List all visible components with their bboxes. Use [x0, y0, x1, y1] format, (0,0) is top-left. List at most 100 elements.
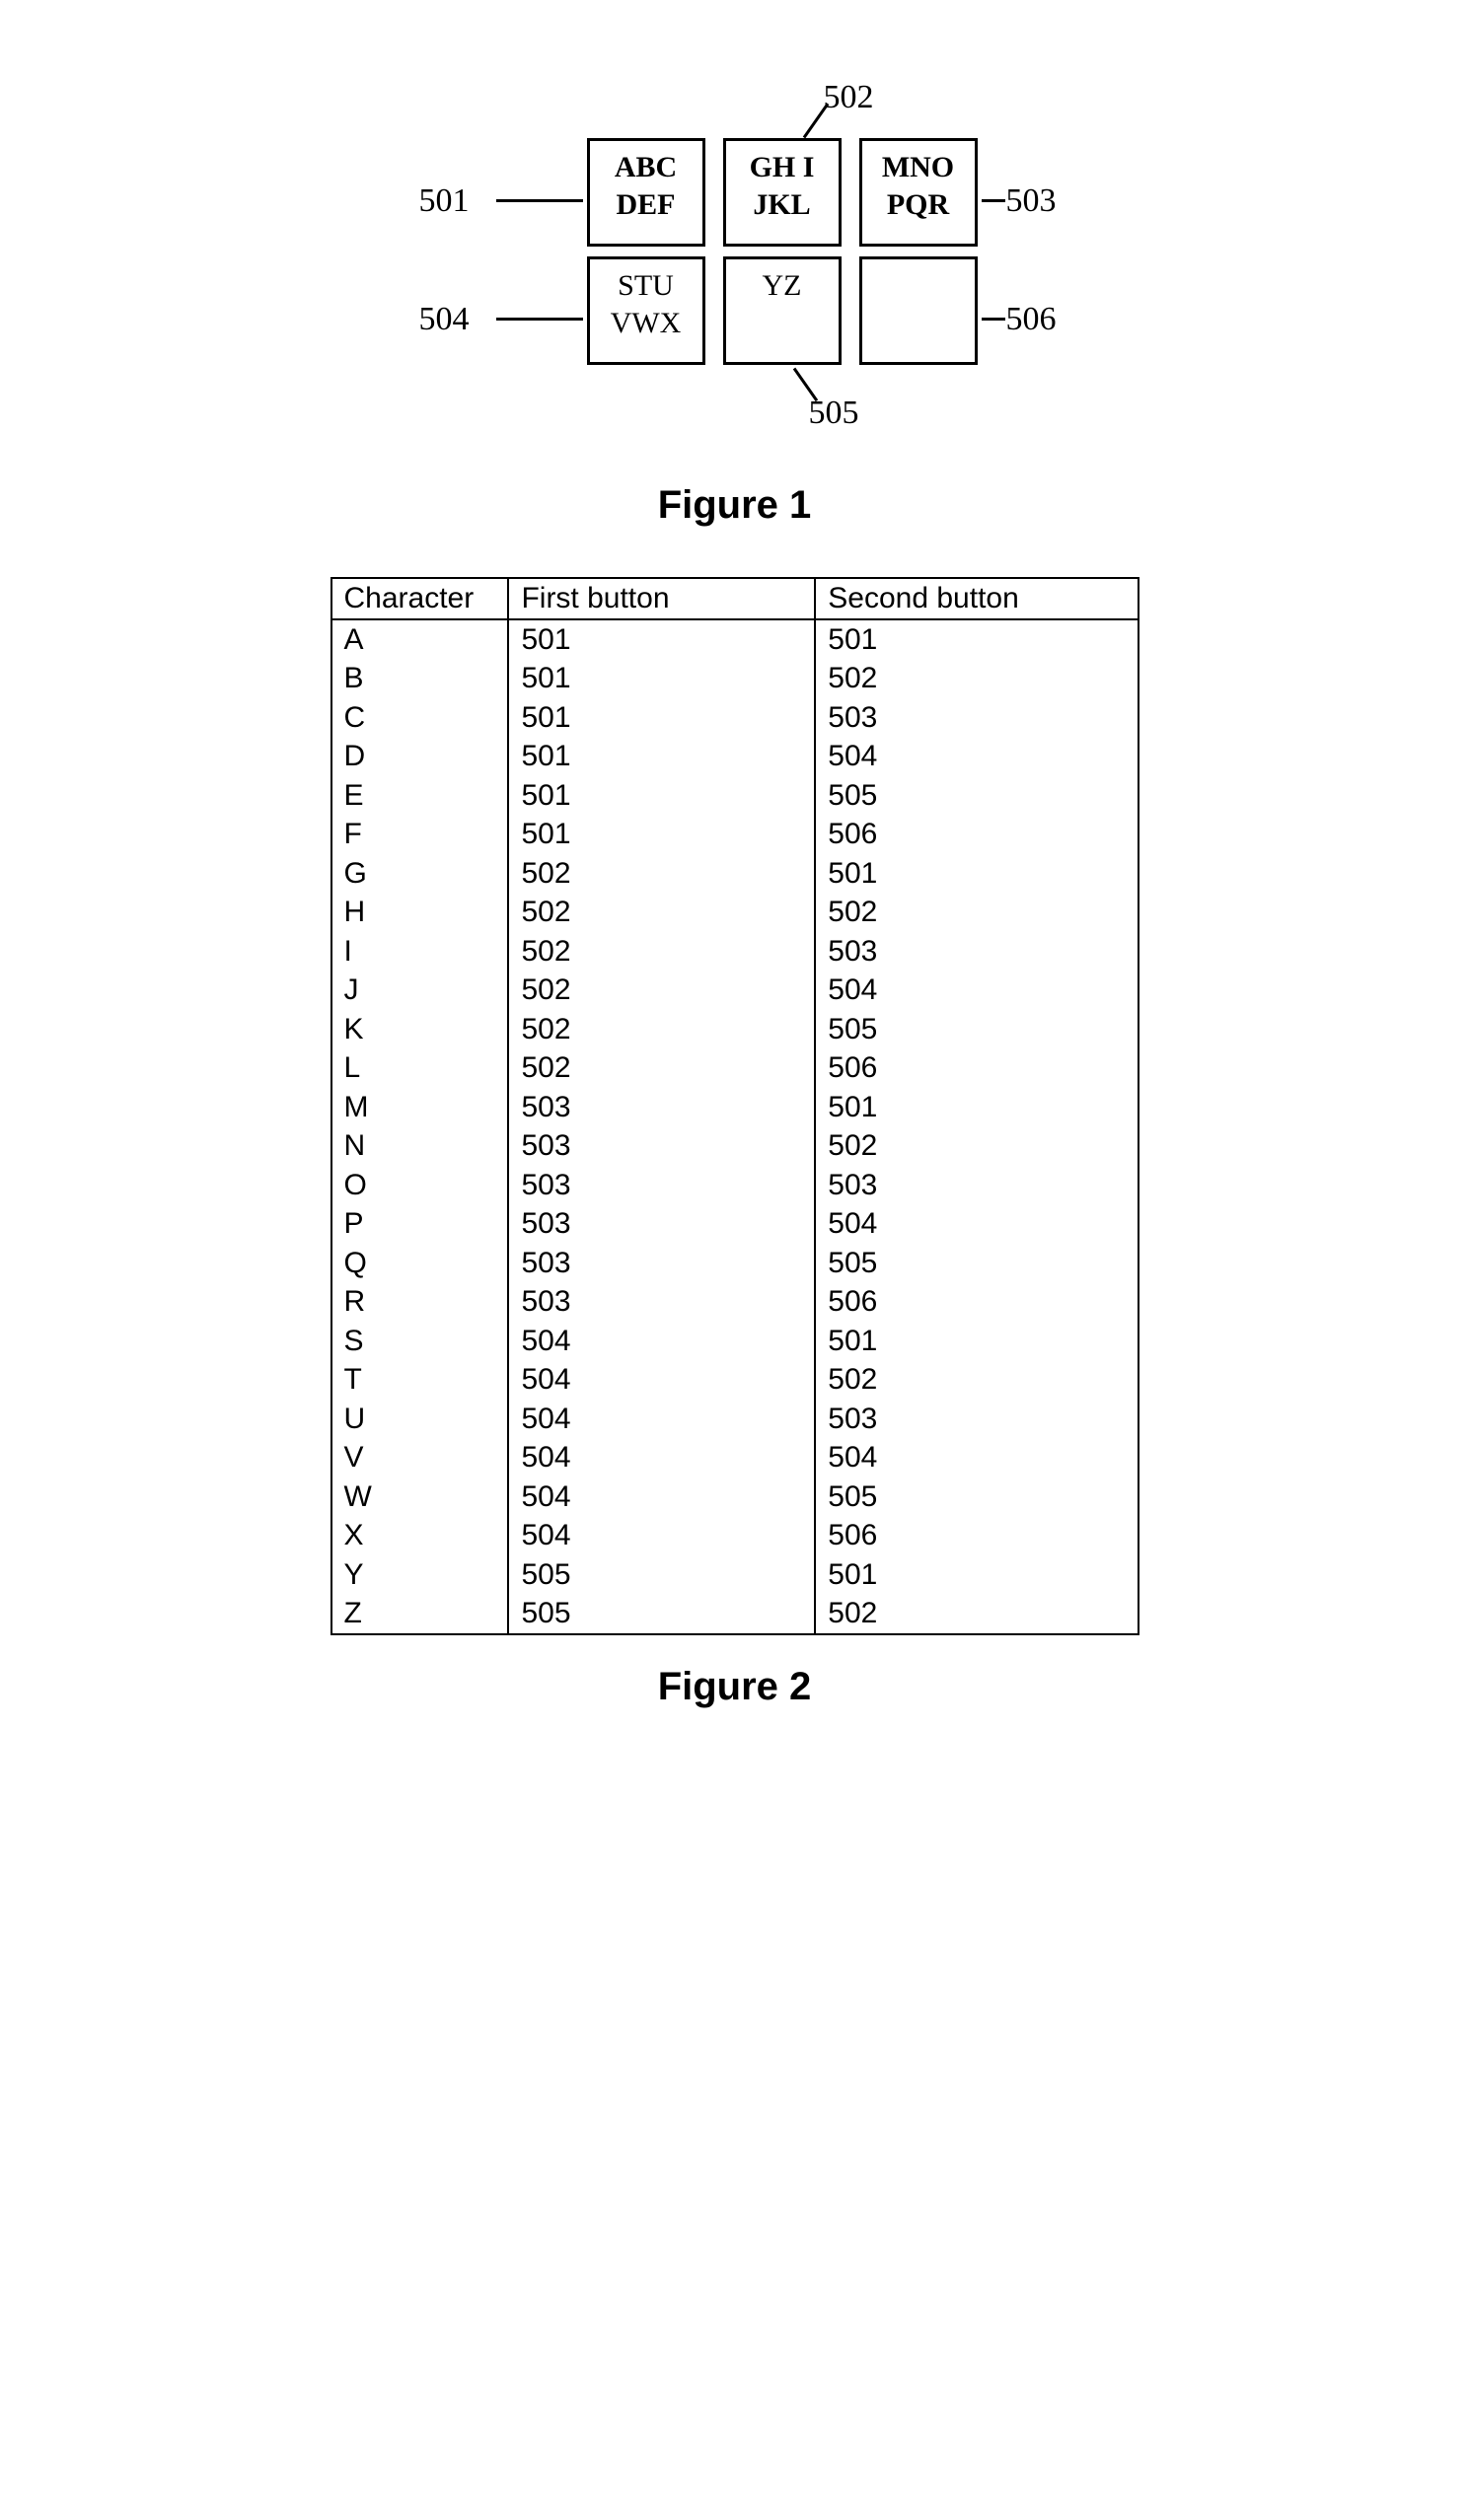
table-row: D501504 [331, 737, 1138, 776]
key-503-line2: PQR [887, 186, 949, 224]
cell-character: J [331, 971, 509, 1010]
figure-2-caption: Figure 2 [242, 1665, 1228, 1709]
cell-second-button: 504 [815, 971, 1138, 1010]
table-row: Y505501 [331, 1555, 1138, 1595]
key-503[interactable]: MNO PQR [859, 138, 978, 247]
cell-character: H [331, 893, 509, 932]
key-502[interactable]: GH I JKL [723, 138, 842, 247]
leader-502 [802, 103, 829, 138]
cell-first-button: 501 [508, 737, 815, 776]
figure-1: 502 501 504 503 506 505 ABC [390, 79, 1080, 454]
cell-first-button: 503 [508, 1244, 815, 1283]
leader-505 [792, 368, 817, 401]
cell-first-button: 503 [508, 1088, 815, 1127]
leader-504 [496, 318, 583, 321]
callout-504: 504 [419, 301, 470, 338]
table-row: U504503 [331, 1400, 1138, 1439]
cell-character: U [331, 1400, 509, 1439]
cell-second-button: 502 [815, 1594, 1138, 1634]
cell-character: X [331, 1516, 509, 1555]
cell-second-button: 506 [815, 1282, 1138, 1322]
cell-second-button: 504 [815, 1438, 1138, 1477]
cell-second-button: 502 [815, 659, 1138, 698]
cell-first-button: 502 [508, 932, 815, 972]
cell-first-button: 504 [508, 1516, 815, 1555]
key-504[interactable]: STU VWX [587, 256, 705, 365]
key-504-line2: VWX [611, 305, 682, 342]
cell-character: M [331, 1088, 509, 1127]
callout-501: 501 [419, 182, 470, 220]
cell-second-button: 503 [815, 1400, 1138, 1439]
cell-second-button: 505 [815, 1477, 1138, 1517]
cell-character: Z [331, 1594, 509, 1634]
table-row: L502506 [331, 1048, 1138, 1088]
cell-second-button: 502 [815, 893, 1138, 932]
cell-first-button: 502 [508, 1010, 815, 1049]
cell-character: F [331, 815, 509, 854]
leader-501 [496, 199, 583, 202]
key-501[interactable]: ABC DEF [587, 138, 705, 247]
cell-second-button: 501 [815, 1088, 1138, 1127]
cell-character: P [331, 1204, 509, 1244]
cell-first-button: 503 [508, 1166, 815, 1205]
table-row: Q503505 [331, 1244, 1138, 1283]
cell-character: V [331, 1438, 509, 1477]
table-row: E501505 [331, 776, 1138, 816]
cell-second-button: 503 [815, 1166, 1138, 1205]
callout-502: 502 [824, 79, 874, 116]
key-505[interactable]: YZ [723, 256, 842, 365]
leader-506 [982, 318, 1005, 321]
cell-first-button: 504 [508, 1438, 815, 1477]
figure-1-caption: Figure 1 [242, 483, 1228, 528]
key-grid: ABC DEF GH I JKL MNO PQR STU VWX YZ [587, 138, 978, 365]
callout-504-label: 504 [419, 301, 470, 337]
cell-first-button: 505 [508, 1594, 815, 1634]
table-row: P503504 [331, 1204, 1138, 1244]
cell-character: Q [331, 1244, 509, 1283]
cell-character: G [331, 854, 509, 894]
cell-second-button: 503 [815, 932, 1138, 972]
cell-second-button: 502 [815, 1360, 1138, 1400]
cell-first-button: 503 [508, 1204, 815, 1244]
table-row: A501501 [331, 619, 1138, 660]
callout-503: 503 [1006, 182, 1057, 220]
key-506[interactable] [859, 256, 978, 365]
table-row: F501506 [331, 815, 1138, 854]
cell-character: S [331, 1322, 509, 1361]
cell-first-button: 501 [508, 776, 815, 816]
table-row: X504506 [331, 1516, 1138, 1555]
key-503-line1: MNO [882, 149, 954, 186]
cell-character: O [331, 1166, 509, 1205]
table-row: C501503 [331, 698, 1138, 738]
table-row: W504505 [331, 1477, 1138, 1517]
cell-first-button: 503 [508, 1282, 815, 1322]
cell-first-button: 504 [508, 1360, 815, 1400]
cell-character: T [331, 1360, 509, 1400]
key-505-line1: YZ [763, 267, 802, 305]
key-501-line1: ABC [615, 149, 677, 186]
cell-first-button: 504 [508, 1322, 815, 1361]
table-row: S504501 [331, 1322, 1138, 1361]
cell-second-button: 501 [815, 854, 1138, 894]
cell-character: I [331, 932, 509, 972]
cell-first-button: 505 [508, 1555, 815, 1595]
table-row: G502501 [331, 854, 1138, 894]
col-first-button: First button [508, 578, 815, 619]
cell-character: C [331, 698, 509, 738]
table-row: I502503 [331, 932, 1138, 972]
cell-character: R [331, 1282, 509, 1322]
callout-502-label: 502 [824, 79, 874, 115]
table-row: N503502 [331, 1126, 1138, 1166]
callout-506: 506 [1006, 301, 1057, 338]
cell-second-button: 501 [815, 619, 1138, 660]
cell-second-button: 504 [815, 1204, 1138, 1244]
table-row: K502505 [331, 1010, 1138, 1049]
cell-character: L [331, 1048, 509, 1088]
table-row: T504502 [331, 1360, 1138, 1400]
cell-character: K [331, 1010, 509, 1049]
cell-second-button: 501 [815, 1555, 1138, 1595]
table-row: J502504 [331, 971, 1138, 1010]
mapping-table: Character First button Second button A50… [331, 577, 1139, 1635]
cell-character: N [331, 1126, 509, 1166]
col-character: Character [331, 578, 509, 619]
